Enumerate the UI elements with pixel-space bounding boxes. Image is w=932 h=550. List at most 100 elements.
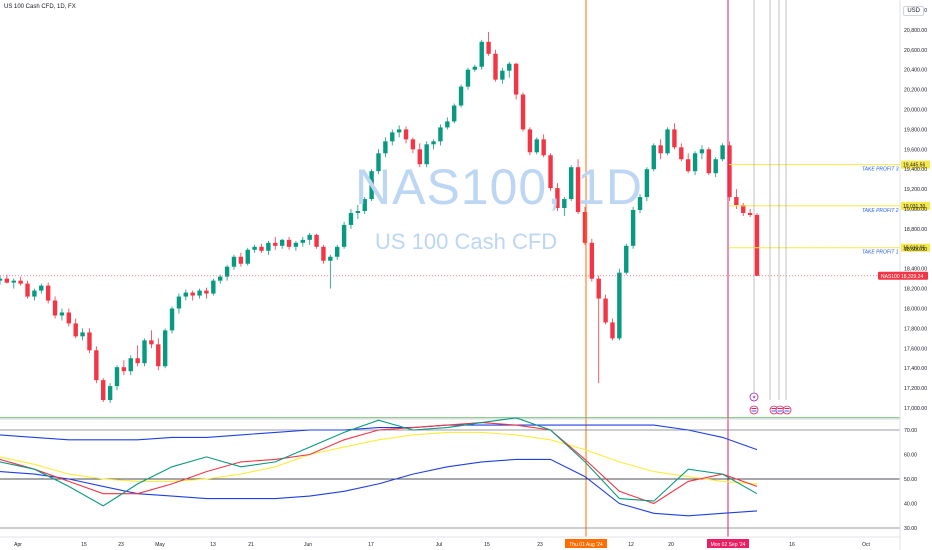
price-tick-label: 20,600.00 (904, 48, 927, 54)
watermark-name: US 100 Cash CFD (375, 229, 558, 254)
last-price-symbol: NAS100 (881, 274, 900, 280)
candle (204, 287, 209, 299)
time-tick-label: May (155, 542, 165, 548)
us-flag-event-icon[interactable] (782, 405, 792, 415)
candle (438, 124, 443, 146)
last-price-tag: NAS100 18,329.24 (878, 271, 928, 280)
candle (741, 203, 746, 216)
vertical-markers (585, 0, 787, 537)
take-profit-lines: TAKE PROFIT 3 19,445.56 TAKE PROFIT 2 19,03… (729, 160, 930, 256)
time-marker-tag (565, 539, 607, 548)
candle (610, 318, 615, 341)
candle (479, 39, 484, 70)
candle (417, 143, 422, 168)
time-tick-label: Apr (14, 542, 22, 548)
osc-series-line-3 (0, 422, 758, 505)
price-tick-label: 20,200.00 (904, 88, 927, 94)
take-profit-label: TAKE PROFIT 2 (862, 208, 899, 214)
candle (211, 278, 216, 296)
time-tick-label: 12 (628, 542, 634, 548)
price-tick-label: 20,800.00 (904, 28, 927, 34)
candle (224, 264, 230, 281)
price-tick-label: 17,200.00 (904, 386, 927, 392)
take-profit-line[interactable]: TAKE PROFIT 2 19,031.30 (729, 201, 930, 214)
candle (259, 243, 264, 253)
candle (596, 275, 601, 384)
candle (541, 134, 546, 158)
candle (445, 117, 450, 130)
osc-series-line-0 (0, 424, 758, 451)
candle (321, 244, 326, 264)
candle (630, 207, 636, 249)
candle (458, 84, 464, 108)
candle (293, 240, 299, 251)
candle (162, 328, 168, 369)
candle (706, 147, 712, 176)
candle (452, 103, 457, 124)
candle (582, 207, 588, 245)
candle (555, 183, 560, 211)
candle (80, 328, 85, 341)
time-tick-label: Jun (304, 542, 312, 548)
candle (87, 328, 92, 354)
candle (279, 238, 285, 249)
candle (286, 236, 292, 250)
candle (252, 244, 257, 253)
take-profit-price: 19,445.56 (903, 163, 925, 169)
candle (527, 127, 533, 156)
candle (231, 254, 237, 270)
time-tick-label: 20 (668, 542, 674, 548)
candles-layer (0, 31, 900, 404)
candle (403, 126, 409, 144)
osc-tick-label: 50.00 (904, 477, 917, 483)
candle (328, 254, 333, 289)
price-tick-label: 17,600.00 (904, 346, 927, 352)
candle (665, 127, 670, 156)
event-markers[interactable] (749, 392, 792, 415)
candle (410, 137, 416, 154)
candle (32, 288, 37, 301)
candle (534, 137, 539, 155)
candle (183, 289, 189, 301)
candle (25, 280, 30, 299)
take-profit-price: 18,610.95 (903, 246, 925, 252)
lightning-icon[interactable] (749, 392, 759, 402)
candle (238, 252, 244, 267)
candle (493, 49, 498, 82)
candle (720, 143, 725, 162)
candle (548, 153, 553, 192)
candle (66, 308, 72, 327)
currency-button[interactable]: USD (903, 6, 924, 16)
candle (107, 383, 113, 404)
candle (589, 238, 595, 282)
time-axis: Apr 15 23 May 13 21 Jun 17 Jul 15 23 Thu 01 Aug '24… (0, 536, 900, 548)
price-tick-label: 19,800.00 (904, 127, 927, 133)
candle (45, 282, 51, 304)
candle (335, 244, 340, 260)
candle (562, 197, 567, 216)
candle (472, 64, 478, 72)
price-tick-label: 17,800.00 (904, 326, 927, 332)
take-profit-price: 19,031.30 (903, 204, 925, 210)
candle (424, 141, 429, 168)
time-marker-label: Thu 01 Aug '24 (569, 542, 603, 548)
symbol-header: US 100 Cash CFD, 1D, FX (4, 4, 76, 10)
osc-tick-label: 70.00 (904, 428, 917, 434)
candle (273, 236, 278, 250)
candle (245, 247, 250, 266)
candle (0, 275, 3, 285)
candle (692, 151, 698, 176)
candle (135, 345, 140, 367)
price-tick-label: 19,000.00 (904, 207, 927, 213)
take-profit-line[interactable]: TAKE PROFIT 1 18,610.95 (729, 243, 930, 256)
candle (300, 236, 305, 247)
price-tick-label: 18,600.00 (904, 247, 927, 253)
candle (101, 378, 106, 403)
time-marker-tag (707, 539, 749, 548)
candle (568, 165, 574, 202)
take-profit-line[interactable]: TAKE PROFIT 3 19,445.56 (729, 160, 930, 173)
us-flag-event-icon[interactable] (749, 405, 759, 415)
candle (672, 123, 677, 150)
price-tick-label: 19,400.00 (904, 167, 927, 173)
